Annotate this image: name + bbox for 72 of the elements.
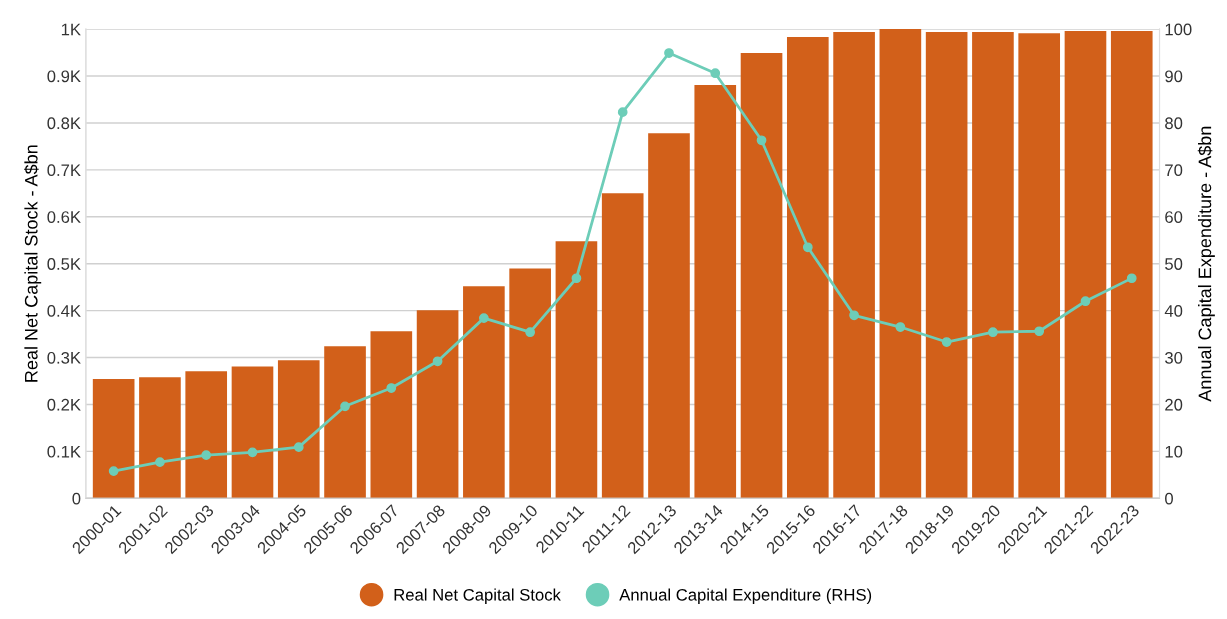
point	[1126, 273, 1137, 284]
bar	[463, 286, 505, 499]
y-tick-label: 0.1K	[47, 445, 81, 458]
y2-tick-label: 90	[1165, 70, 1183, 83]
point	[247, 447, 258, 458]
point	[849, 310, 859, 321]
bar	[370, 331, 413, 499]
point	[108, 466, 119, 476]
bar	[1018, 33, 1061, 499]
y-axis-title: Real Net Capital Stock - A$bn	[24, 145, 42, 382]
point	[988, 327, 998, 338]
point	[340, 401, 350, 412]
y2-tick-label: 20	[1165, 398, 1183, 411]
y2-tick-label: 60	[1165, 211, 1183, 223]
point	[664, 48, 674, 58]
y-tick-label: 0.6K	[47, 211, 81, 223]
y2-tick-label: 50	[1165, 258, 1183, 270]
point	[895, 322, 906, 332]
y-tick-label: 0.4K	[47, 305, 81, 317]
y2-axis-title: Annual Capital Expenditure - A$bn	[1197, 126, 1215, 402]
bar	[139, 377, 181, 499]
y2-tick-label: 30	[1165, 351, 1183, 364]
bar	[277, 360, 320, 499]
point	[525, 327, 536, 338]
legend-label: Annual Capital Expenditure (RHS)	[619, 588, 872, 604]
y2-tick-label: 100	[1165, 23, 1192, 36]
bar	[231, 366, 274, 499]
bar	[416, 310, 459, 499]
bar	[694, 84, 737, 499]
y-tick-label: 1K	[61, 23, 81, 36]
y-tick-label: 0.3K	[47, 351, 81, 364]
bar	[1064, 30, 1107, 499]
y2-tick-label: 70	[1165, 164, 1183, 177]
bar	[648, 133, 690, 499]
bar	[879, 29, 922, 499]
point	[571, 273, 582, 284]
y2-tick-label: 40	[1164, 305, 1183, 317]
y2-tick-label: 0	[1165, 492, 1173, 505]
point	[1080, 296, 1091, 307]
point	[201, 450, 212, 460]
y-tick-label: 0.5K	[47, 258, 81, 270]
point	[941, 337, 952, 347]
bar	[324, 346, 366, 499]
legend-label: Real Net Capital Stock	[394, 588, 561, 604]
point	[432, 356, 443, 367]
bar	[1110, 30, 1153, 499]
bar	[185, 371, 228, 499]
point	[479, 313, 489, 323]
bar	[925, 31, 968, 499]
bar	[740, 53, 783, 499]
bar	[601, 193, 644, 499]
y-tick-label: 0.8K	[47, 117, 81, 130]
bar	[972, 31, 1014, 499]
y-tick-label: 0	[72, 492, 81, 505]
point	[756, 135, 767, 146]
point	[155, 457, 165, 468]
point	[710, 68, 721, 79]
point	[802, 242, 813, 253]
bar	[555, 241, 598, 499]
y2-tick-label: 80	[1165, 117, 1183, 130]
point	[617, 107, 628, 118]
bar	[92, 379, 135, 499]
point	[1034, 326, 1045, 337]
y-tick-label: 0.9K	[47, 70, 81, 83]
y-tick-label: 0.7K	[47, 164, 81, 177]
y-tick-label: 0.2K	[47, 398, 81, 411]
point	[386, 383, 397, 393]
bar	[509, 268, 551, 499]
bar	[833, 31, 875, 499]
y2-tick-label: 10	[1165, 445, 1183, 458]
bar	[786, 37, 829, 499]
point	[293, 442, 304, 453]
